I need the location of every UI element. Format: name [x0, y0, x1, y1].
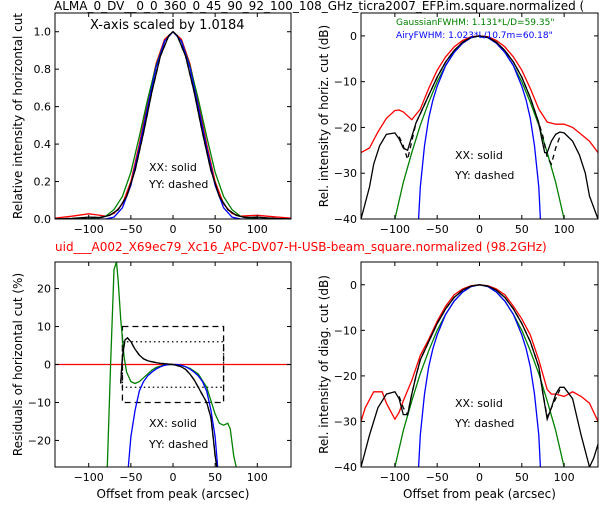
annotation-p1-1: YY: dashed — [148, 178, 208, 191]
x-tick-label-p3: 100 — [247, 471, 268, 484]
series-line-p1-4 — [55, 30, 291, 219]
series-line-p2-4 — [398, 35, 561, 166]
plot-area-p4 — [361, 284, 598, 467]
y-tick-label-p1: 0.6 — [34, 101, 52, 114]
legend-text-p2-0: GaussianFWHM: 1.131*L/D=59.35" — [396, 18, 554, 28]
x-tick-label-p4: −50 — [426, 471, 449, 484]
y-tick-label-p1: 0.0 — [34, 213, 52, 226]
series-line-p3-1 — [106, 262, 237, 467]
mid-title: uid___A002_X69ec79_Xc16_APC-DV07-H-USB-b… — [55, 240, 547, 254]
annotation-p2-0: XX: solid — [455, 149, 503, 162]
x-tick-label-p2: 50 — [515, 223, 529, 236]
y-tick-label-p4: −10 — [334, 324, 357, 337]
x-tick-label-p1: −100 — [74, 223, 104, 236]
plot-area-p3 — [55, 262, 291, 467]
x-tick-label-p3: 0 — [170, 471, 177, 484]
x-tick-label-p3: −50 — [119, 471, 142, 484]
plot-area-p1 — [55, 30, 291, 219]
y-tick-label-p2: 0 — [350, 30, 357, 43]
x-tick-label-p1: 50 — [208, 223, 222, 236]
x-tick-label-p4: −100 — [380, 471, 410, 484]
x-tick-label-p4: 100 — [554, 471, 575, 484]
series-line-p2-3 — [361, 35, 598, 219]
y-tick-label-p3: 0 — [44, 359, 51, 372]
axes-frame-p4 — [360, 261, 599, 468]
y-tick-label-p1: 0.8 — [34, 63, 52, 76]
x-tick-label-p3: −100 — [74, 471, 104, 484]
y-tick-label-p3: 20 — [37, 283, 51, 296]
xaxis-scaled-note: X-axis scaled by 1.0184 — [90, 18, 245, 33]
x-tick-label-p2: −100 — [380, 223, 410, 236]
x-axis-label-p3: Offset from peak (arcsec) — [97, 487, 250, 501]
x-tick-label-p4: 50 — [515, 471, 529, 484]
x-tick-label-p2: 100 — [554, 223, 575, 236]
plot-area-p2 — [361, 35, 598, 219]
y-tick-label-p4: −20 — [334, 370, 357, 383]
y-axis-label-p4: Rel. intensity of diag. cut (dB) — [317, 275, 331, 454]
region-box-dashed — [121, 325, 225, 404]
y-tick-label-p2: −30 — [334, 167, 357, 180]
y-tick-label-p2: −40 — [334, 213, 357, 226]
series-line-p3-4 — [120, 337, 218, 467]
annotation-p2-1: YY: dashed — [454, 169, 514, 182]
panel-p1: −100 −50 0 50 100 0.0 0.2 0.4 0.6 0.8 1.0 Relative … — [11, 12, 292, 236]
annotation-p1-0: XX: solid — [149, 161, 197, 174]
legend-text-p2-1: AiryFWHM: 1.023*L/10.7m=60.18" — [396, 31, 553, 41]
y-tick-label-p4: −30 — [334, 415, 357, 428]
series-line-p4-2 — [417, 284, 542, 467]
y-tick-label-p1: 0.2 — [34, 176, 52, 189]
y-tick-label-p3: 10 — [37, 321, 51, 334]
x-tick-label-p1: 0 — [170, 223, 177, 236]
annotation-p4-1: YY: dashed — [454, 417, 514, 430]
y-tick-label-p1: 1.0 — [34, 26, 52, 39]
y-tick-label-p2: −20 — [334, 121, 357, 134]
y-tick-label-p3: −20 — [28, 434, 51, 447]
x-tick-label-p4: 0 — [476, 471, 483, 484]
y-axis-label-p1: Relative intensity of horizontal cut — [11, 13, 25, 219]
y-tick-label-p4: 0 — [350, 279, 357, 292]
y-tick-label-p4: −40 — [334, 461, 357, 474]
top-title: ALMA_0_DV__0_0_360_0_45_90_92_100_108_GH… — [54, 0, 584, 13]
y-tick-label-p2: −10 — [334, 76, 357, 89]
annotation-p3-1: YY: dashed — [148, 438, 208, 451]
axes-frame-p2 — [360, 12, 599, 220]
y-tick-label-p3: −10 — [28, 396, 51, 409]
x-tick-label-p2: −50 — [426, 223, 449, 236]
series-line-p2-2 — [417, 35, 542, 219]
x-tick-label-p2: 0 — [476, 223, 483, 236]
x-tick-label-p1: −50 — [119, 223, 142, 236]
y-axis-label-p3: Residuals of horizontal cut (%) — [11, 273, 25, 456]
series-line-p4-3 — [361, 284, 598, 467]
y-tick-label-p1: 0.4 — [34, 138, 52, 151]
y-axis-label-p2: Rel. intensity of horiz. cut (dB) — [317, 25, 331, 207]
annotation-p4-0: XX: solid — [455, 397, 503, 410]
annotation-p3-0: XX: solid — [149, 417, 197, 430]
x-axis-label-p4: Offset from peak (arcsec) — [403, 487, 556, 501]
x-tick-label-p3: 50 — [208, 471, 222, 484]
x-tick-label-p1: 100 — [247, 223, 268, 236]
